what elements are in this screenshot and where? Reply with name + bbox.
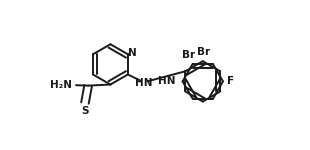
Text: Br: Br [182, 50, 195, 60]
Text: S: S [81, 106, 89, 116]
Text: N: N [128, 48, 137, 58]
Text: H₂N: H₂N [50, 80, 72, 90]
Text: F: F [227, 76, 234, 86]
Text: Br: Br [197, 46, 210, 57]
Text: HN: HN [135, 78, 153, 88]
Text: HN: HN [158, 76, 175, 86]
